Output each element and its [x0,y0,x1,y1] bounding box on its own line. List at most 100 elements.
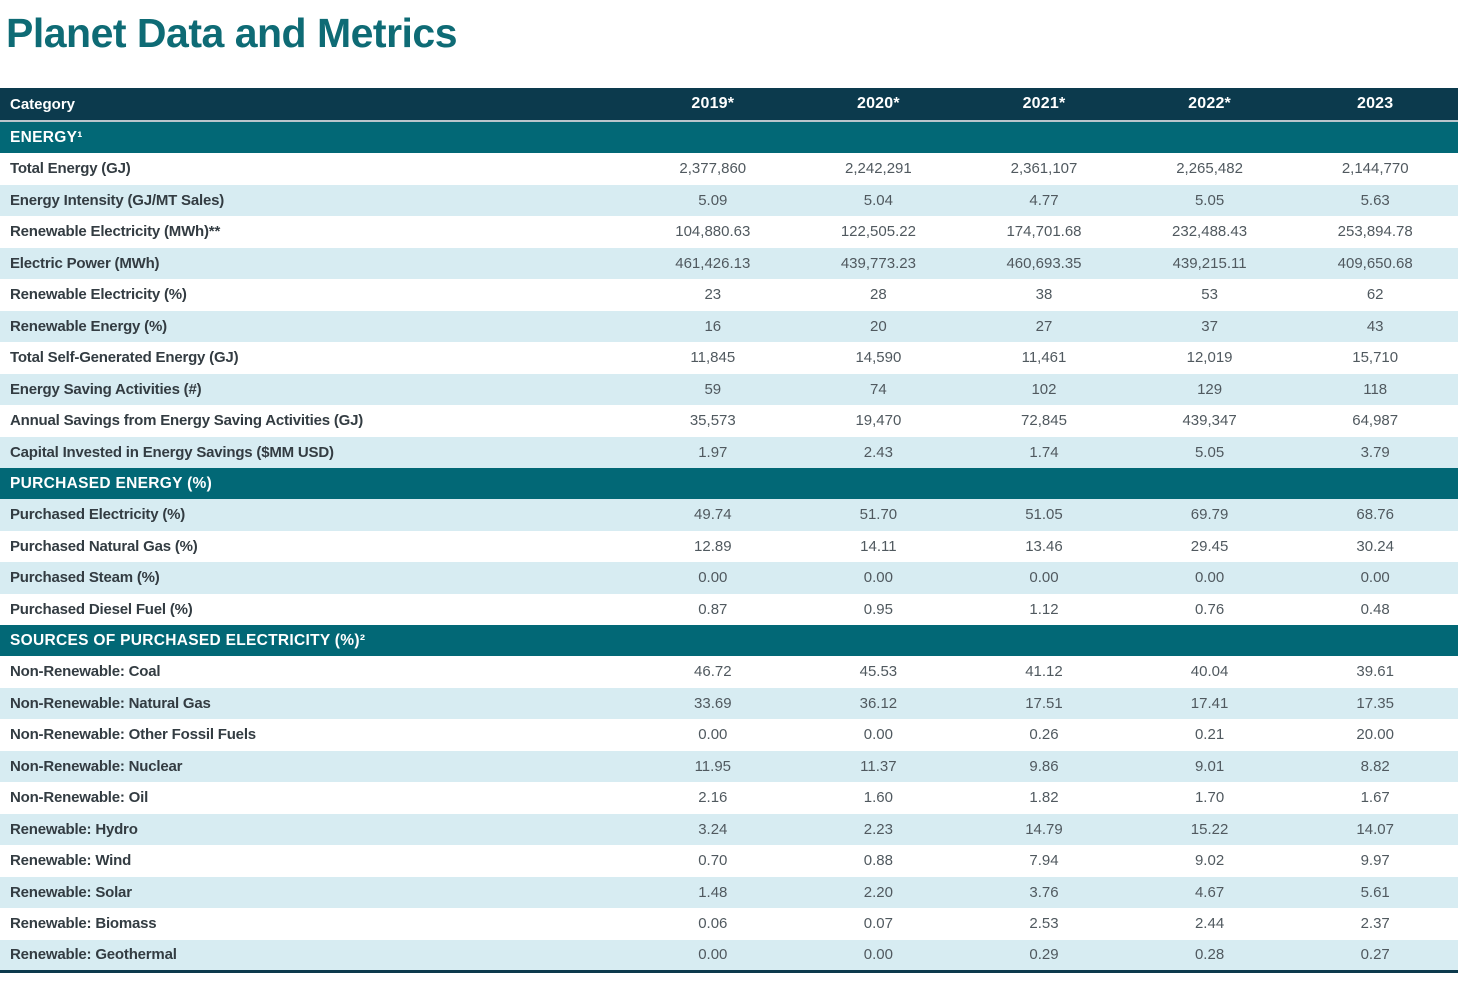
value-cell: 0.00 [630,562,796,594]
row-label: Annual Savings from Energy Saving Activi… [0,405,630,437]
table-row: Renewable: Hydro 3.24 2.23 14.79 15.22 14.07 [0,813,1458,845]
value-cell: 4.67 [1126,876,1293,908]
section-header-row: ENERGY¹ [0,121,1458,153]
table-row: Total Energy (GJ) 2,377,860 2,242,291 2,361… [0,153,1458,185]
value-cell: 232,488.43 [1126,216,1293,248]
value-cell: 409,650.68 [1292,247,1458,279]
row-label: Non-Renewable: Other Fossil Fuels [0,719,630,751]
value-cell: 45.53 [795,656,962,688]
value-cell: 9.02 [1126,845,1293,877]
value-cell: 8.82 [1292,750,1458,782]
header-row: Category 2019* 2020* 2021* 2022* 2023 [0,88,1458,122]
page-title: Planet Data and Metrics [6,10,458,56]
section-header-label: ENERGY¹ [0,121,1458,153]
value-cell: 9.86 [961,750,1127,782]
row-label: Energy Intensity (GJ/MT Sales) [0,184,630,216]
year-column-header: 2019* [630,88,796,122]
value-cell: 17.51 [961,687,1127,719]
row-label: Non-Renewable: Oil [0,782,630,814]
value-cell: 0.00 [1126,562,1293,594]
value-cell: 5.04 [795,184,962,216]
value-cell: 1.67 [1292,782,1458,814]
value-cell: 129 [1126,373,1293,405]
row-label: Purchased Steam (%) [0,562,630,594]
value-cell: 1.82 [961,782,1127,814]
row-label: Renewable Electricity (%) [0,279,630,311]
table-row: Non-Renewable: Natural Gas 33.69 36.12 17.5… [0,687,1458,719]
value-cell: 14.07 [1292,813,1458,845]
value-cell: 0.87 [630,593,796,625]
section-header-row: PURCHASED ENERGY (%) [0,468,1458,499]
table-row: Renewable: Geothermal 0.00 0.00 0.29 0.28 0.2… [0,939,1458,971]
value-cell: 11,461 [961,342,1127,374]
value-cell: 2.20 [795,876,962,908]
value-cell: 7.94 [961,845,1127,877]
year-column-header: 2021* [961,88,1127,122]
value-cell: 2.44 [1126,908,1293,940]
value-cell: 3.76 [961,876,1127,908]
value-cell: 12.89 [630,530,796,562]
value-cell: 1.74 [961,436,1127,468]
table-row: Energy Saving Activities (#) 59 74 102 129 11… [0,373,1458,405]
value-cell: 1.12 [961,593,1127,625]
value-cell: 118 [1292,373,1458,405]
row-label: Renewable: Solar [0,876,630,908]
value-cell: 19,470 [795,405,962,437]
value-cell: 59 [630,373,796,405]
row-label: Non-Renewable: Coal [0,656,630,688]
value-cell: 1.70 [1126,782,1293,814]
value-cell: 4.77 [961,184,1127,216]
value-cell: 41.12 [961,656,1127,688]
table-row: Annual Savings from Energy Saving Activi… [0,405,1458,437]
value-cell: 0.29 [961,939,1127,971]
table-row: Energy Intensity (GJ/MT Sales) 5.09 5.04 4.… [0,184,1458,216]
section-header-label: SOURCES OF PURCHASED ELECTRICITY (%)² [0,625,1458,656]
value-cell: 2,377,860 [630,153,796,185]
value-cell: 0.00 [630,939,796,971]
row-label: Non-Renewable: Natural Gas [0,687,630,719]
metrics-table: Category 2019* 2020* 2021* 2022* 2023 ENERGY¹… [0,88,1458,973]
value-cell: 174,701.68 [961,216,1127,248]
value-cell: 2.53 [961,908,1127,940]
value-cell: 0.76 [1126,593,1293,625]
value-cell: 72,845 [961,405,1127,437]
table-row: Renewable Electricity (MWh)** 104,880.63 1… [0,216,1458,248]
value-cell: 0.00 [795,719,962,751]
value-cell: 11.95 [630,750,796,782]
value-cell: 29.45 [1126,530,1293,562]
value-cell: 27 [961,310,1127,342]
value-cell: 5.05 [1126,184,1293,216]
value-cell: 3.79 [1292,436,1458,468]
table-row: Purchased Electricity (%) 49.74 51.70 51.05… [0,499,1458,531]
value-cell: 39.61 [1292,656,1458,688]
table-row: Purchased Natural Gas (%) 12.89 14.11 13.46… [0,530,1458,562]
value-cell: 5.05 [1126,436,1293,468]
value-cell: 49.74 [630,499,796,531]
value-cell: 14.11 [795,530,962,562]
row-label: Purchased Diesel Fuel (%) [0,593,630,625]
value-cell: 17.35 [1292,687,1458,719]
table-row: Non-Renewable: Coal 46.72 45.53 41.12 40.04 3… [0,656,1458,688]
value-cell: 38 [961,279,1127,311]
table-row: Capital Invested in Energy Savings ($MM … [0,436,1458,468]
value-cell: 0.28 [1126,939,1293,971]
value-cell: 0.00 [795,562,962,594]
value-cell: 33.69 [630,687,796,719]
value-cell: 0.06 [630,908,796,940]
value-cell: 64,987 [1292,405,1458,437]
value-cell: 0.21 [1126,719,1293,751]
value-cell: 17.41 [1126,687,1293,719]
year-column-header: 2022* [1126,88,1293,122]
row-label: Renewable: Hydro [0,813,630,845]
row-label: Renewable: Biomass [0,908,630,940]
year-column-header: 2023 [1292,88,1458,122]
value-cell: 46.72 [630,656,796,688]
value-cell: 9.97 [1292,845,1458,877]
table-header: Category 2019* 2020* 2021* 2022* 2023 [0,88,1458,122]
value-cell: 2.23 [795,813,962,845]
table-row: Electric Power (MWh) 461,426.13 439,773.23… [0,247,1458,279]
value-cell: 37 [1126,310,1293,342]
value-cell: 20.00 [1292,719,1458,751]
value-cell: 2.16 [630,782,796,814]
